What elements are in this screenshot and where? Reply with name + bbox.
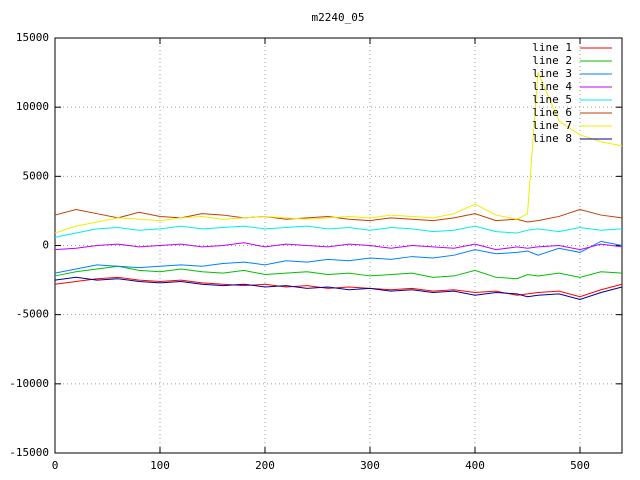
y-tick-label: 0 — [42, 239, 49, 252]
y-tick-label: 5000 — [23, 169, 50, 182]
y-tick-label: -10000 — [9, 377, 49, 390]
data-line — [54, 240, 623, 274]
legend-label: line 3 — [532, 67, 572, 80]
legend-label: line 6 — [532, 106, 572, 119]
x-tick-label: 100 — [150, 459, 170, 472]
legend-label: line 1 — [532, 41, 572, 54]
legend-label: line 2 — [532, 54, 572, 67]
data-line — [54, 276, 623, 298]
y-tick-label: 10000 — [16, 100, 49, 113]
x-tick-label: 400 — [465, 459, 485, 472]
data-line — [54, 276, 623, 300]
data-line — [54, 242, 623, 251]
y-tick-label: 15000 — [16, 31, 49, 44]
x-tick-label: 0 — [52, 459, 59, 472]
data-line — [54, 225, 623, 238]
y-tick-label: -5000 — [16, 308, 49, 321]
data-line — [54, 72, 623, 234]
x-tick-label: 500 — [570, 459, 590, 472]
legend-label: line 8 — [532, 132, 572, 145]
chart-title: m2240_05 — [312, 11, 365, 24]
y-tick-label: -15000 — [9, 446, 49, 459]
x-tick-label: 200 — [255, 459, 275, 472]
data-line — [54, 265, 623, 280]
legend-label: line 7 — [532, 119, 572, 132]
x-tick-label: 300 — [360, 459, 380, 472]
legend-label: line 5 — [532, 93, 572, 106]
legend-label: line 4 — [532, 80, 572, 93]
data-line — [54, 209, 623, 223]
